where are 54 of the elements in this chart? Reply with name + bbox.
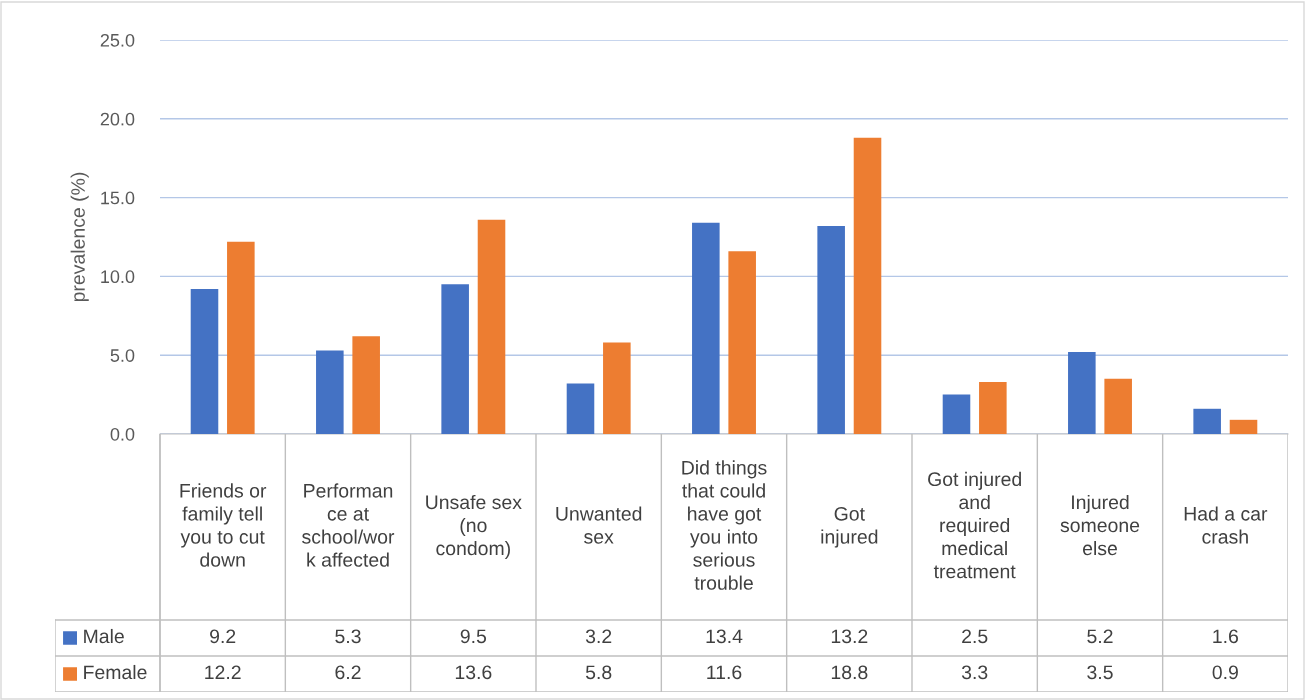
y-tick-label: 5.0 xyxy=(110,349,135,362)
bar xyxy=(1068,352,1096,434)
bar xyxy=(979,381,1007,434)
x-tick-label: Unwanted sex xyxy=(556,506,642,544)
x-tick-label: Got injured xyxy=(821,506,878,548)
bar xyxy=(942,394,971,434)
data-label: 2.5 xyxy=(962,629,988,644)
bar xyxy=(1104,378,1132,434)
data-label: 13.4 xyxy=(706,629,743,644)
data-label: 9.5 xyxy=(460,629,487,644)
bar xyxy=(352,336,380,434)
x-tick-label: Unsafe sex (no condom) xyxy=(426,494,522,560)
bar xyxy=(1193,408,1221,434)
legend-label: Male xyxy=(84,628,124,644)
data-label: 9.2 xyxy=(210,629,236,644)
bar xyxy=(817,225,845,434)
data-label: 5.2 xyxy=(1087,629,1113,644)
data-label: 12.2 xyxy=(205,665,241,680)
bar xyxy=(441,284,469,434)
bar xyxy=(227,241,255,434)
data-label: 5.3 xyxy=(335,629,361,644)
bar xyxy=(853,137,882,434)
bar xyxy=(477,219,506,434)
bar xyxy=(1229,419,1258,434)
y-tick-label: 20.0 xyxy=(100,112,135,126)
legend-label: Female xyxy=(84,664,147,680)
data-label: 3.3 xyxy=(961,665,988,680)
data-label: 13.6 xyxy=(455,665,492,680)
x-tick-label: Had a car crash xyxy=(1184,506,1268,544)
bar xyxy=(566,383,595,434)
bar xyxy=(603,342,631,434)
y-tick-label: 10.0 xyxy=(101,270,135,284)
bar xyxy=(190,289,219,434)
y-tick-label: 15.0 xyxy=(101,191,135,205)
x-tick-label: Did things that could have got you into serious trouble xyxy=(682,460,767,590)
y-tick-label: 25.0 xyxy=(100,33,135,47)
data-label: 18.8 xyxy=(831,665,868,680)
data-label: 11.6 xyxy=(707,665,742,680)
data-label: 3.2 xyxy=(585,629,612,644)
y-tick-label: 0.0 xyxy=(110,427,135,441)
data-label: 1.6 xyxy=(1213,629,1238,644)
y-axis-title: prevalence (%) xyxy=(70,172,89,302)
x-tick-label: Performan ce at school/wor k affected xyxy=(302,483,395,567)
data-label: 0.9 xyxy=(1212,665,1238,680)
x-tick-label: Got injured and required medical treatment xyxy=(928,471,1021,579)
bar xyxy=(692,222,720,434)
bar xyxy=(316,350,344,434)
bar xyxy=(728,251,756,434)
data-label: 6.2 xyxy=(335,665,361,680)
x-tick-label: Friends or family tell you to cut down xyxy=(180,483,267,567)
data-label: 13.2 xyxy=(831,629,868,644)
data-label: 3.5 xyxy=(1087,665,1113,680)
x-tick-label: Injured someone else xyxy=(1060,494,1140,556)
data-label: 5.8 xyxy=(585,665,612,680)
